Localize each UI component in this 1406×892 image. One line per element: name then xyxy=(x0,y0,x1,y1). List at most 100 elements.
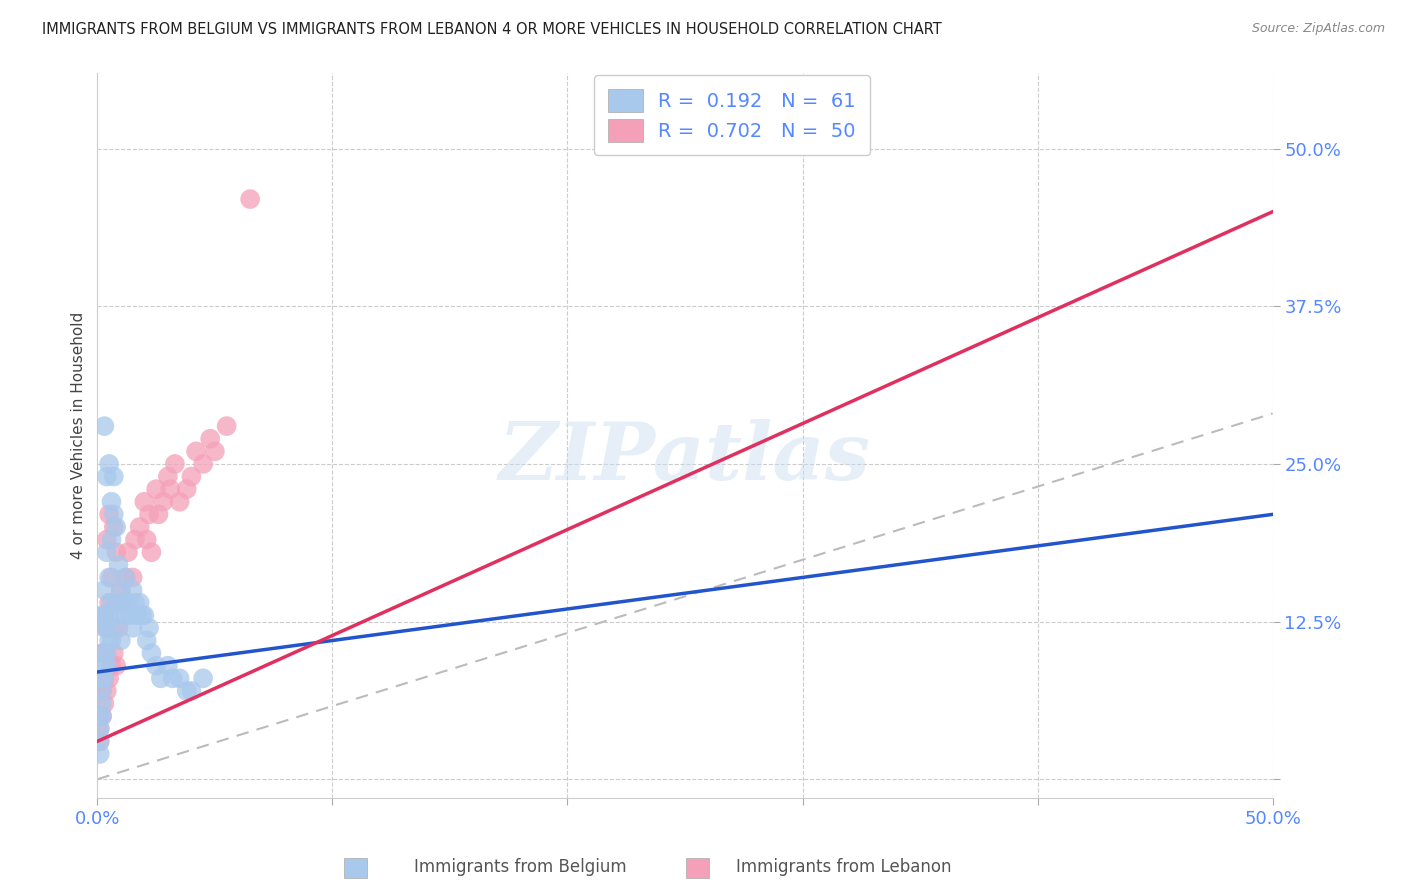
Point xyxy=(98,608,121,623)
Point xyxy=(148,508,170,522)
Point xyxy=(93,658,115,673)
Point xyxy=(93,671,115,685)
Point xyxy=(96,621,118,635)
Point xyxy=(96,469,118,483)
Point xyxy=(107,608,129,623)
Point xyxy=(114,570,136,584)
Point xyxy=(91,608,114,623)
Point xyxy=(96,684,118,698)
Point xyxy=(135,533,157,547)
Point xyxy=(98,457,121,471)
Text: Immigrants from Lebanon: Immigrants from Lebanon xyxy=(735,858,952,876)
Point xyxy=(163,457,186,471)
Point xyxy=(159,482,181,496)
Point xyxy=(239,192,262,206)
Point xyxy=(93,646,115,660)
Point xyxy=(169,495,191,509)
Point xyxy=(103,621,125,635)
Point xyxy=(141,545,163,559)
Point xyxy=(103,646,125,660)
Point xyxy=(89,747,111,761)
Text: ZIPatlas: ZIPatlas xyxy=(499,418,872,496)
Point xyxy=(141,646,163,660)
Point xyxy=(124,533,146,547)
Point xyxy=(156,658,179,673)
Point xyxy=(91,671,114,685)
Point xyxy=(96,533,118,547)
Point xyxy=(105,520,128,534)
Point xyxy=(204,444,226,458)
Point xyxy=(145,482,167,496)
Point xyxy=(176,684,198,698)
Point xyxy=(91,709,114,723)
Point xyxy=(138,508,160,522)
Point xyxy=(117,596,139,610)
Point xyxy=(134,495,156,509)
Point xyxy=(110,582,132,597)
Y-axis label: 4 or more Vehicles in Household: 4 or more Vehicles in Household xyxy=(72,312,86,559)
Point xyxy=(180,469,202,483)
Point xyxy=(93,671,115,685)
Point xyxy=(105,658,128,673)
Text: Source: ZipAtlas.com: Source: ZipAtlas.com xyxy=(1251,22,1385,36)
Point xyxy=(112,596,135,610)
Point xyxy=(156,469,179,483)
Point xyxy=(93,582,115,597)
Point xyxy=(98,508,121,522)
Point xyxy=(110,582,132,597)
Point xyxy=(145,658,167,673)
Point xyxy=(93,608,115,623)
Point xyxy=(120,608,142,623)
Point xyxy=(93,608,115,623)
Point xyxy=(96,646,118,660)
Point xyxy=(89,709,111,723)
Point xyxy=(89,722,111,736)
Point xyxy=(121,570,143,584)
Point xyxy=(184,444,207,458)
Point xyxy=(114,608,136,623)
Point xyxy=(198,432,221,446)
Point xyxy=(91,697,114,711)
Point xyxy=(91,646,114,660)
Point xyxy=(215,419,238,434)
Point xyxy=(93,621,115,635)
Point xyxy=(100,495,122,509)
Legend: R =  0.192   N =  61, R =  0.702   N =  50: R = 0.192 N = 61, R = 0.702 N = 50 xyxy=(595,76,870,155)
Point xyxy=(114,570,136,584)
Point xyxy=(176,482,198,496)
Point xyxy=(128,596,150,610)
Point xyxy=(127,608,149,623)
Point xyxy=(135,633,157,648)
Text: Immigrants from Belgium: Immigrants from Belgium xyxy=(413,858,627,876)
Point xyxy=(91,709,114,723)
Point xyxy=(89,734,111,748)
Point xyxy=(191,671,214,685)
Point xyxy=(93,646,115,660)
Point xyxy=(100,633,122,648)
Point xyxy=(152,495,174,509)
Point xyxy=(105,545,128,559)
Point xyxy=(103,520,125,534)
Point xyxy=(89,734,111,748)
Point xyxy=(103,469,125,483)
Point xyxy=(96,621,118,635)
Point xyxy=(162,671,184,685)
Point xyxy=(91,671,114,685)
Point xyxy=(191,457,214,471)
Text: IMMIGRANTS FROM BELGIUM VS IMMIGRANTS FROM LEBANON 4 OR MORE VEHICLES IN HOUSEHO: IMMIGRANTS FROM BELGIUM VS IMMIGRANTS FR… xyxy=(42,22,942,37)
Point xyxy=(91,684,114,698)
Point xyxy=(149,671,172,685)
Point xyxy=(89,709,111,723)
Point xyxy=(138,621,160,635)
Point xyxy=(131,608,153,623)
Point xyxy=(110,633,132,648)
Point xyxy=(128,520,150,534)
Point xyxy=(98,633,121,648)
Point xyxy=(100,533,122,547)
Point xyxy=(117,545,139,559)
Point xyxy=(91,684,114,698)
Point xyxy=(100,658,122,673)
Point xyxy=(105,596,128,610)
Point xyxy=(180,684,202,698)
Point xyxy=(124,596,146,610)
